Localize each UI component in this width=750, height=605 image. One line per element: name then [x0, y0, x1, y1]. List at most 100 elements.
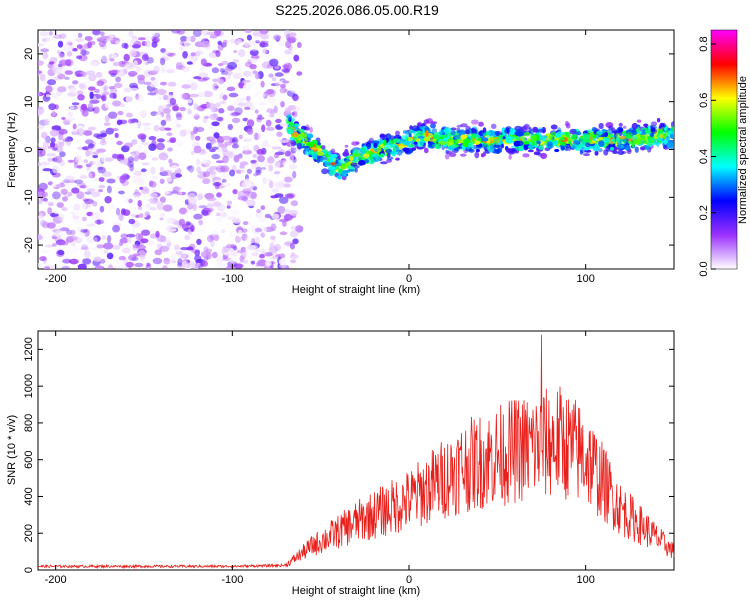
heatmap-cell	[123, 53, 130, 62]
heatmap-cell	[215, 102, 221, 108]
heatmap-cell	[321, 159, 327, 163]
heatmap-cell	[456, 139, 463, 144]
heatmap-cell	[44, 200, 54, 205]
heatmap-cell	[208, 210, 218, 217]
heatmap-cell	[301, 145, 310, 149]
heatmap-cell	[223, 30, 232, 37]
heatmap-cell	[242, 84, 252, 91]
heatmap-cell	[139, 186, 144, 190]
heatmap-cell	[370, 153, 378, 158]
heatmap-cell	[76, 165, 83, 169]
heatmap-cell	[489, 144, 495, 150]
heatmap-cell	[122, 247, 131, 254]
heatmap-cell	[552, 140, 558, 145]
heatmap-cell	[103, 122, 111, 126]
heatmap-cell	[243, 106, 252, 110]
heatmap-cell	[309, 126, 314, 133]
colorbar-tick-label: 0.8	[698, 36, 710, 51]
heatmap-cell	[659, 133, 664, 139]
heatmap-cell	[172, 105, 180, 112]
heatmap-cell	[212, 182, 222, 187]
heatmap-cell	[527, 149, 534, 153]
heatmap-cell	[45, 135, 51, 144]
heatmap-cell	[277, 186, 286, 193]
heatmap-cell	[341, 170, 349, 174]
heatmap-cell	[561, 141, 567, 146]
heatmap-cell	[265, 260, 272, 267]
heatmap-cell	[82, 216, 87, 222]
heatmap-cell	[69, 258, 79, 265]
heatmap-cell	[166, 52, 176, 57]
heatmap-cell	[41, 191, 48, 198]
heatmap-cell	[139, 110, 147, 118]
heatmap-cell	[117, 110, 124, 116]
heatmap-cell	[137, 133, 147, 140]
heatmap-cell	[164, 118, 173, 122]
heatmap-cell	[38, 182, 48, 191]
heatmap-cell	[80, 229, 88, 233]
heatmap-cell	[416, 122, 422, 126]
heatmap-cell	[153, 125, 160, 132]
heatmap-cell	[132, 175, 141, 184]
heatmap-cell	[138, 152, 147, 160]
heatmap-cell	[44, 244, 54, 248]
heatmap-cell	[260, 168, 265, 177]
heatmap-cell	[206, 168, 213, 173]
heatmap-cell	[175, 139, 184, 148]
heatmap-cell	[425, 130, 429, 137]
heatmap-cell	[523, 132, 531, 137]
heatmap-cell	[650, 132, 654, 138]
heatmap-cell	[419, 126, 426, 130]
heatmap-cell	[584, 149, 592, 153]
heatmap-cell	[236, 249, 246, 254]
heatmap-cell	[421, 123, 426, 127]
heatmap-cell	[278, 180, 285, 187]
heatmap-cell	[103, 91, 110, 96]
heatmap-cell	[252, 186, 258, 191]
heatmap-cell	[147, 92, 157, 96]
heatmap-cell	[241, 180, 251, 189]
heatmap-cell	[618, 128, 624, 133]
heatmap-cell	[646, 140, 653, 146]
heatmap-cell	[164, 127, 172, 131]
heatmap-cell	[438, 129, 446, 134]
heatmap-cell	[670, 126, 674, 132]
heatmap-cell	[242, 228, 248, 234]
heatmap-cell	[38, 147, 43, 155]
heatmap-cell	[192, 109, 200, 117]
heatmap-cell	[65, 138, 72, 146]
heatmap-cell	[259, 226, 268, 233]
heatmap-cell	[87, 102, 93, 111]
heatmap-cell	[108, 34, 116, 39]
heatmap-cell	[110, 73, 117, 78]
heatmap-cell	[571, 143, 578, 150]
heatmap-cell	[162, 204, 173, 212]
heatmap-cell	[203, 171, 211, 178]
heatmap-cell	[178, 190, 183, 196]
heatmap-cell	[237, 102, 245, 107]
heatmap-cell	[38, 234, 43, 241]
heatmap-cell	[127, 237, 132, 244]
heatmap-cell	[509, 128, 515, 135]
heatmap-cell	[274, 80, 281, 88]
heatmap-cell	[82, 146, 90, 151]
heatmap-cell	[255, 169, 262, 176]
heatmap-cell	[248, 48, 259, 52]
heatmap-cell	[663, 139, 668, 145]
heatmap-cell	[166, 132, 173, 137]
heatmap-cell	[282, 64, 290, 69]
heatmap-cell	[293, 95, 300, 101]
heatmap-cell	[42, 141, 49, 149]
heatmap-cell	[200, 251, 210, 258]
heatmap-cell	[644, 130, 652, 134]
heatmap-cell	[243, 145, 250, 152]
heatmap-cell	[209, 233, 220, 241]
heatmap-cell	[182, 51, 189, 59]
heatmap-cell	[292, 170, 297, 179]
heatmap-cell	[404, 147, 409, 154]
heatmap-cell	[89, 61, 99, 67]
heatmap-cell	[51, 147, 58, 151]
heatmap-cell	[111, 53, 118, 59]
heatmap-cell	[198, 205, 208, 209]
heatmap-cell	[89, 71, 94, 77]
